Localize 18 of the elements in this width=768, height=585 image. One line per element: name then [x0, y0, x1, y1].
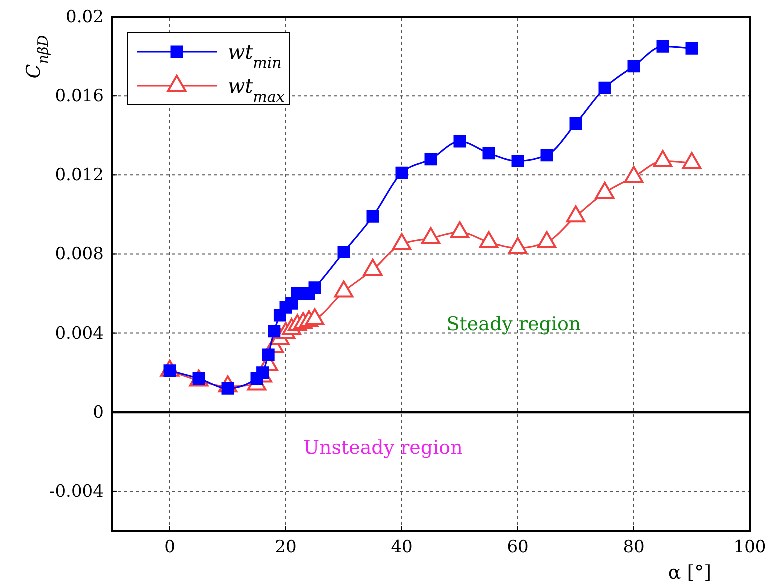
- x-tick-label: 100: [734, 538, 766, 558]
- x-tick-label: 0: [164, 538, 176, 558]
- y-tick-label: 0.004: [55, 324, 104, 344]
- y-tick-label: -0.004: [49, 482, 104, 502]
- legend-label: wt$_{min}$: [228, 40, 282, 72]
- annotation: Unsteady region: [303, 436, 463, 459]
- x-tick-label: 40: [391, 538, 413, 558]
- y-tick-label: 0.008: [55, 244, 104, 265]
- x-tick-label: 60: [507, 538, 529, 558]
- annotation: Steady region: [446, 314, 582, 336]
- y-tick-label: 0.02: [66, 7, 104, 28]
- x-tick-label: 20: [275, 538, 297, 558]
- y-tick-label: 0.012: [55, 166, 104, 186]
- legend-label: wt$_{max}$: [228, 74, 286, 106]
- y-tick-label: 0.016: [55, 86, 104, 107]
- x-axis-title: α [°]: [668, 562, 712, 584]
- x-tick-label: 80: [623, 538, 645, 558]
- y-tick-label: 0: [93, 402, 104, 423]
